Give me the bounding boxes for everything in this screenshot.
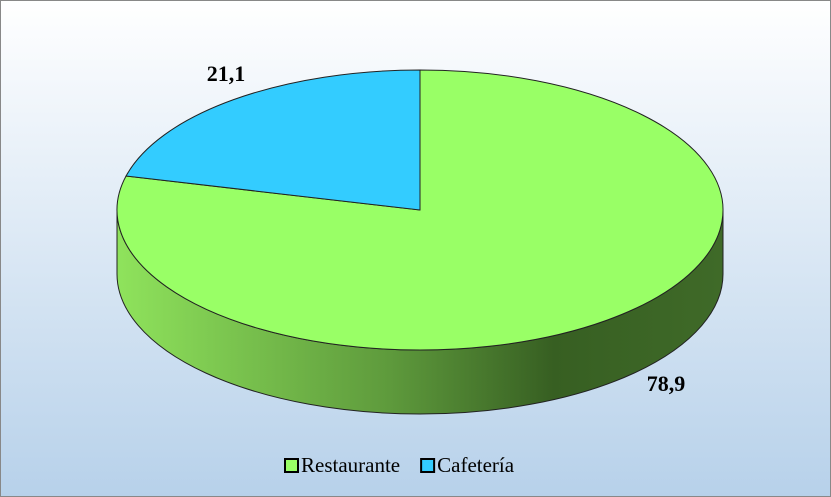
legend: Restaurante Cafetería <box>284 453 515 477</box>
legend-label: Cafetería <box>437 453 515 477</box>
pie: 78,9 21,1 <box>116 61 724 415</box>
data-label: 21,1 <box>207 61 246 86</box>
data-label: 78,9 <box>647 371 686 396</box>
legend-label: Restaurante <box>301 453 400 477</box>
legend-swatch <box>420 458 436 473</box>
legend-swatch <box>284 458 299 473</box>
pie-slice <box>125 69 421 211</box>
